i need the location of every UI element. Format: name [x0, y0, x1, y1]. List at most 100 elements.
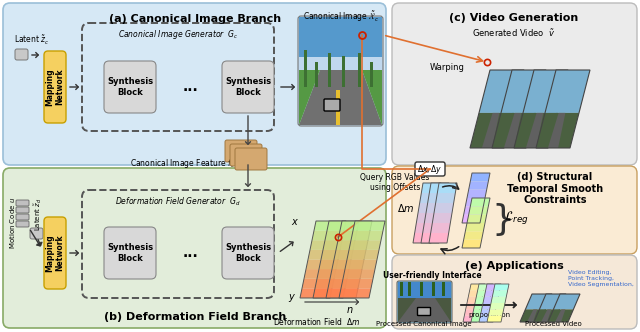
Polygon shape	[343, 269, 375, 279]
FancyBboxPatch shape	[397, 281, 452, 323]
Polygon shape	[555, 309, 565, 322]
Polygon shape	[327, 221, 359, 231]
Text: (a) Canonical Image Branch: (a) Canonical Image Branch	[109, 14, 281, 24]
Polygon shape	[541, 309, 552, 322]
Polygon shape	[421, 233, 441, 243]
FancyBboxPatch shape	[3, 3, 386, 165]
Bar	[370, 62, 373, 87]
Text: }: }	[491, 203, 514, 237]
FancyBboxPatch shape	[104, 227, 156, 279]
Text: Query RGB Values
using Offsets: Query RGB Values using Offsets	[360, 173, 429, 193]
Polygon shape	[465, 223, 485, 231]
Text: $x$: $x$	[291, 217, 299, 227]
Text: (c) Video Generation: (c) Video Generation	[449, 13, 579, 23]
Polygon shape	[347, 250, 379, 260]
Bar	[336, 90, 338, 125]
Polygon shape	[434, 203, 454, 213]
Bar	[299, 17, 382, 57]
FancyBboxPatch shape	[30, 228, 43, 239]
Polygon shape	[493, 284, 509, 290]
Text: (b) Deformation Field Branch: (b) Deformation Field Branch	[104, 312, 286, 322]
FancyBboxPatch shape	[415, 162, 445, 176]
Bar	[442, 282, 445, 296]
FancyBboxPatch shape	[16, 200, 29, 206]
Polygon shape	[534, 309, 559, 322]
Polygon shape	[468, 181, 488, 190]
Text: Video Editing,
Point Tracking,
Video Segmentation,: Video Editing, Point Tracking, Video Seg…	[568, 270, 634, 287]
Polygon shape	[431, 223, 451, 233]
Polygon shape	[548, 113, 565, 148]
Polygon shape	[304, 269, 336, 279]
Polygon shape	[526, 113, 543, 148]
Polygon shape	[462, 215, 482, 223]
FancyBboxPatch shape	[16, 207, 29, 213]
Polygon shape	[300, 289, 332, 298]
Text: Processed Video: Processed Video	[525, 321, 581, 327]
Polygon shape	[424, 213, 444, 223]
Text: Canonical Image Generator  $G_c$: Canonical Image Generator $G_c$	[118, 28, 238, 41]
Polygon shape	[353, 221, 385, 231]
Polygon shape	[323, 240, 355, 250]
Polygon shape	[465, 309, 479, 316]
Polygon shape	[467, 215, 486, 223]
Polygon shape	[491, 297, 506, 303]
Bar	[358, 53, 361, 87]
Polygon shape	[479, 70, 524, 113]
Text: Motion Code $u$: Motion Code $u$	[8, 197, 17, 249]
Polygon shape	[436, 193, 455, 203]
Polygon shape	[336, 240, 368, 250]
FancyBboxPatch shape	[44, 51, 66, 123]
Bar	[338, 90, 340, 125]
Polygon shape	[314, 221, 346, 231]
Bar	[400, 282, 403, 296]
FancyBboxPatch shape	[222, 61, 274, 113]
Text: Synthesis
Block: Synthesis Block	[225, 77, 271, 97]
Polygon shape	[315, 279, 347, 289]
Polygon shape	[536, 113, 579, 148]
Polygon shape	[418, 203, 438, 213]
Text: ...: ...	[182, 80, 198, 94]
FancyBboxPatch shape	[44, 217, 66, 289]
Polygon shape	[299, 70, 320, 125]
Polygon shape	[474, 303, 489, 309]
Polygon shape	[420, 193, 439, 203]
FancyBboxPatch shape	[235, 148, 267, 170]
Polygon shape	[486, 284, 501, 290]
Polygon shape	[321, 250, 353, 260]
Polygon shape	[413, 233, 433, 243]
Text: Synthesis
Block: Synthesis Block	[107, 243, 153, 263]
Polygon shape	[362, 70, 382, 125]
Text: Deformation Field  $\Delta m$: Deformation Field $\Delta m$	[273, 316, 361, 327]
Polygon shape	[341, 279, 373, 289]
FancyBboxPatch shape	[3, 168, 386, 328]
FancyBboxPatch shape	[417, 307, 431, 315]
Polygon shape	[308, 250, 340, 260]
Polygon shape	[310, 240, 342, 250]
Text: ...: ...	[182, 246, 198, 260]
Text: Latent $\tilde{z}_d$: Latent $\tilde{z}_d$	[32, 197, 44, 230]
Polygon shape	[325, 231, 357, 240]
Polygon shape	[525, 294, 552, 309]
FancyBboxPatch shape	[392, 255, 637, 329]
Text: Warping: Warping	[430, 63, 465, 72]
Polygon shape	[520, 309, 545, 322]
Polygon shape	[483, 297, 499, 303]
FancyBboxPatch shape	[392, 3, 637, 165]
Bar	[304, 50, 307, 87]
FancyBboxPatch shape	[298, 16, 383, 126]
Polygon shape	[545, 70, 590, 113]
Polygon shape	[422, 223, 442, 233]
Polygon shape	[468, 290, 484, 297]
Polygon shape	[470, 198, 490, 206]
Text: Canonical Image Feature $f_c$: Canonical Image Feature $f_c$	[130, 157, 236, 170]
Polygon shape	[482, 113, 499, 148]
Polygon shape	[302, 279, 334, 289]
Bar	[420, 282, 423, 296]
Bar	[328, 53, 331, 87]
Polygon shape	[463, 206, 483, 215]
Polygon shape	[340, 221, 372, 231]
FancyBboxPatch shape	[15, 49, 28, 60]
Text: Mapping
Network: Mapping Network	[45, 68, 65, 106]
Polygon shape	[332, 260, 364, 269]
Polygon shape	[421, 183, 441, 193]
